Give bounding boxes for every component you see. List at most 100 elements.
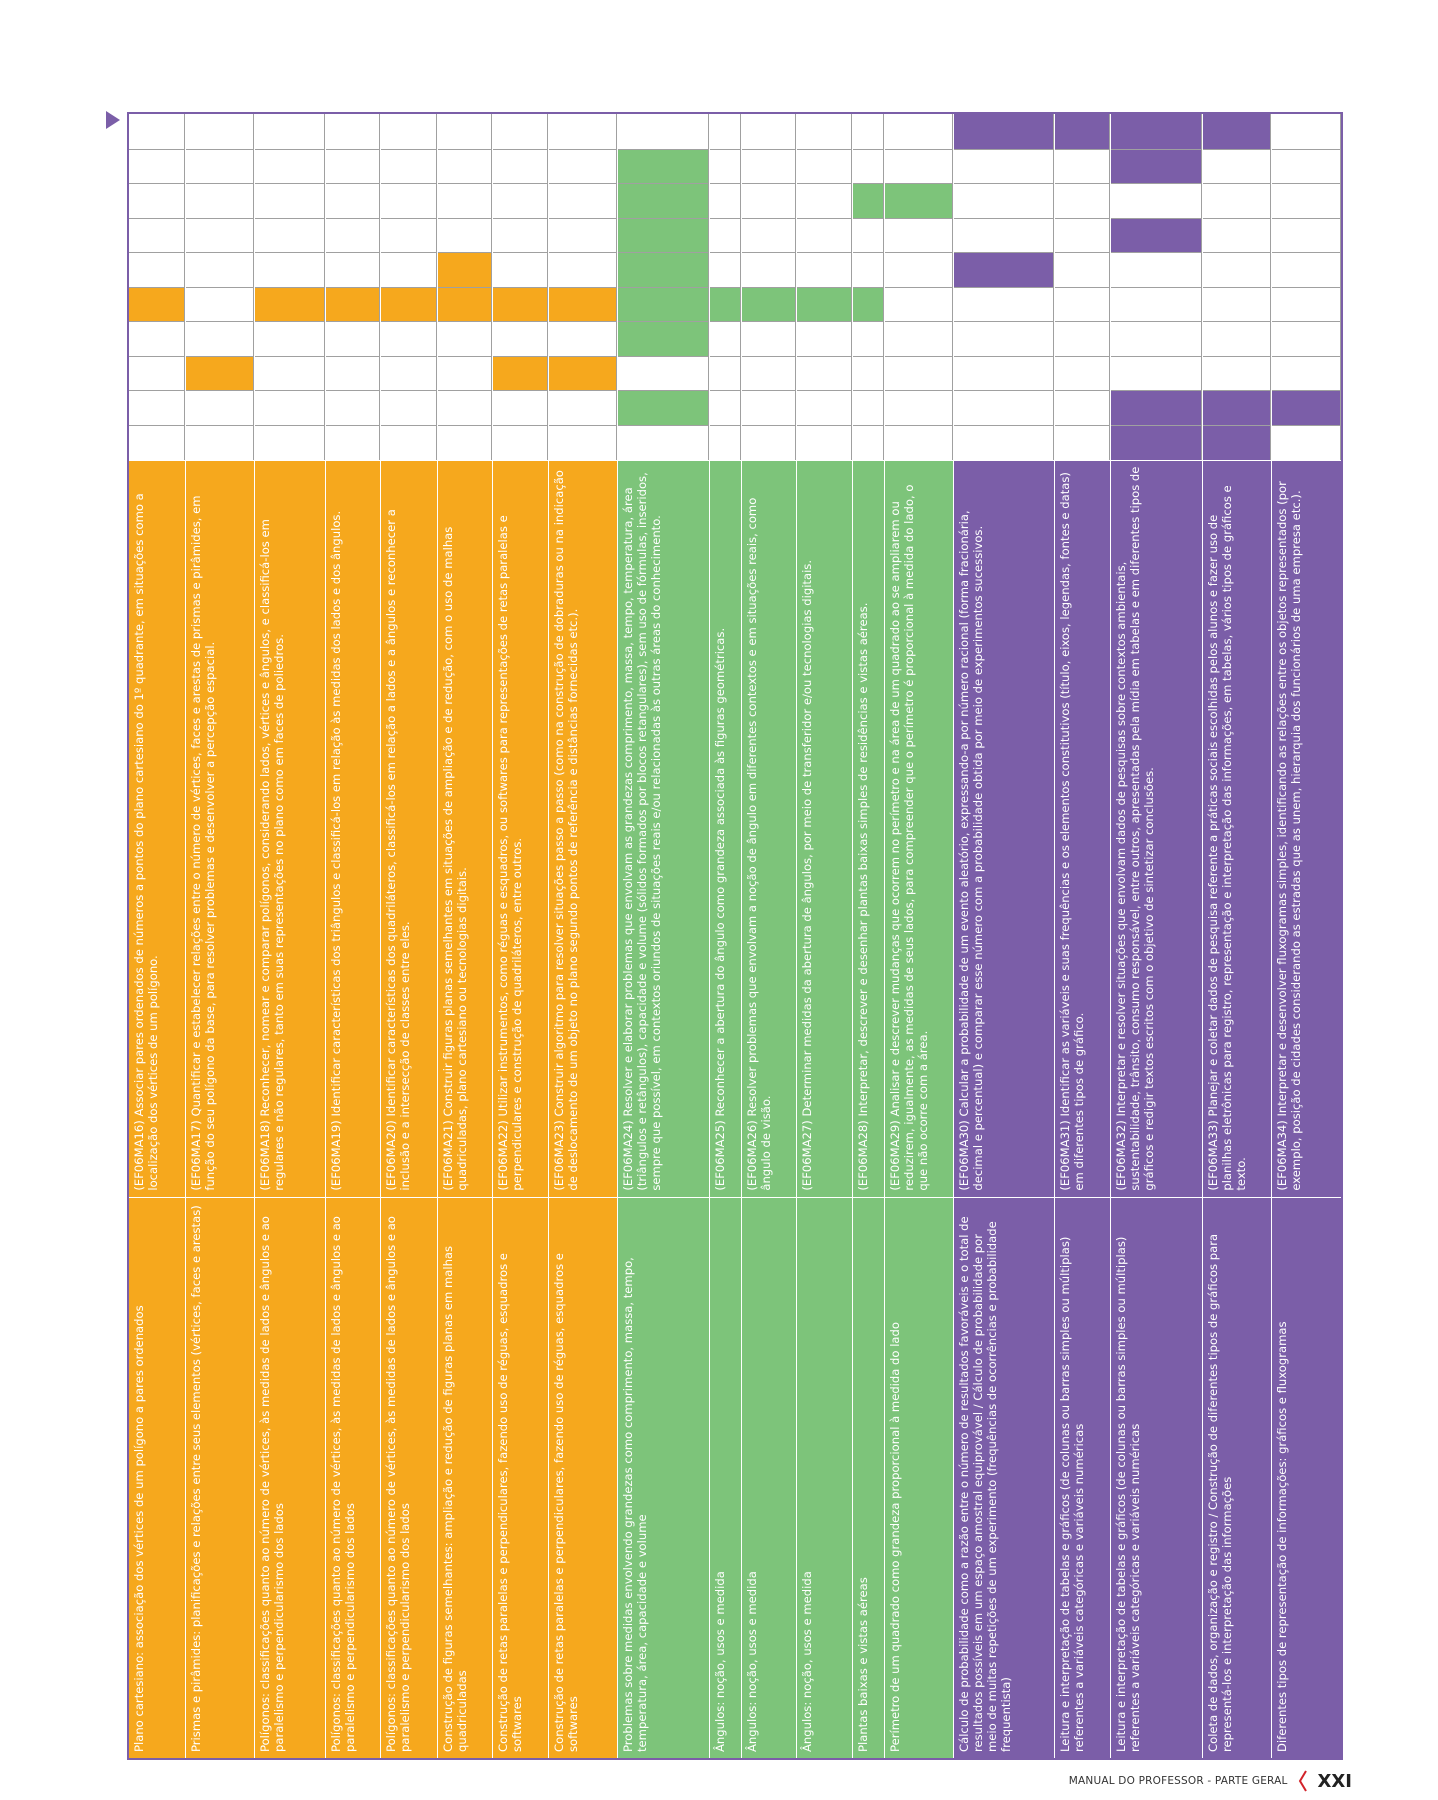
competency-cell: [326, 286, 380, 322]
competency-cell: [1203, 355, 1271, 391]
competency-cell: [954, 114, 1054, 149]
table-row: Ângulos: noção, usos e medida (EF06MA27) …: [797, 114, 853, 1758]
table-row: Plantas baixas e vistas aéreas (EF06MA28)…: [853, 114, 885, 1758]
competency-cell: [129, 114, 185, 149]
competency-cell: [1203, 183, 1271, 218]
competency-cell: [381, 183, 437, 218]
competency-cell: [326, 355, 380, 391]
competency-cell: [885, 252, 953, 287]
competency-cell: [853, 321, 884, 356]
competency-cell: [493, 286, 548, 322]
competency-cell: [1111, 390, 1202, 425]
competency-cell: [186, 148, 254, 184]
competency-cell: [1203, 148, 1271, 184]
competency-cell: [618, 183, 709, 218]
competency-cell: [438, 424, 492, 460]
competency-cell: [493, 321, 548, 356]
competency-cell: [326, 217, 380, 253]
competency-cell: [255, 286, 325, 322]
competency-cell: [710, 114, 741, 149]
knowledge-object: Polígonos: classificações quanto ao núme…: [255, 1196, 325, 1758]
knowledge-object: Construção de retas paralelas e perpendi…: [549, 1196, 617, 1758]
competency-cell: [381, 114, 437, 149]
skill-text: (EF06MA27) Determinar medidas da abertur…: [797, 459, 852, 1197]
competency-cell: [954, 252, 1054, 287]
competency-cell: [885, 183, 953, 218]
competency-cell: [493, 114, 548, 149]
competency-cell: [438, 390, 492, 425]
competency-cell: [493, 355, 548, 391]
competency-cell: [853, 114, 884, 149]
competency-cell: [255, 217, 325, 253]
skill-text: (EF06MA34) Interpretar e desenvolver flu…: [1272, 459, 1341, 1197]
knowledge-object: Leitura e interpretação de tabelas e grá…: [1055, 1196, 1110, 1758]
competency-cell: [853, 286, 884, 322]
knowledge-object: Plantas baixas e vistas aéreas: [853, 1196, 884, 1758]
competency-cell: [1055, 321, 1110, 356]
skill-text: (EF06MA28) Interpretar, descrever e dese…: [853, 459, 884, 1197]
competency-cell: [710, 321, 741, 356]
competency-cell: [797, 390, 852, 425]
competency-cell: [954, 217, 1054, 253]
competency-cell: [1203, 424, 1271, 460]
competency-cell: [1272, 424, 1341, 460]
table-row: Cálculo de probabilidade como a razão en…: [954, 114, 1055, 1758]
competency-cell: [438, 252, 492, 287]
competency-cell: [742, 424, 796, 460]
competency-cell: [186, 286, 254, 322]
competency-cell: [493, 183, 548, 218]
competency-cell: [1111, 217, 1202, 253]
knowledge-object: Prismas e pirâmides: planificações e rel…: [186, 1196, 254, 1758]
competency-cell: [618, 217, 709, 253]
competency-cell: [742, 114, 796, 149]
competency-cell: [1272, 390, 1341, 425]
competency-cell: [797, 183, 852, 218]
competency-cell: [742, 355, 796, 391]
competency-cell: [255, 252, 325, 287]
competency-cell: [710, 390, 741, 425]
competency-cell: [742, 217, 796, 253]
skill-text: (EF06MA29) Analisar e descrever mudanças…: [885, 459, 953, 1197]
competency-cell: [129, 321, 185, 356]
competency-cell: [797, 355, 852, 391]
competency-cell: [381, 217, 437, 253]
competency-cell: [853, 252, 884, 287]
footer: MANUAL DO PROFESSOR - PARTE GERAL XXI: [1069, 1770, 1352, 1792]
competency-cell: [797, 424, 852, 460]
competency-cell: [438, 321, 492, 356]
competency-cell: [255, 114, 325, 149]
competency-cell: [186, 424, 254, 460]
knowledge-object: Diferentes tipos de representação de inf…: [1272, 1196, 1341, 1758]
competency-cell: [1272, 114, 1341, 149]
competency-cell: [885, 390, 953, 425]
table-row: Polígonos: classificações quanto ao núme…: [255, 114, 326, 1758]
competency-cell: [549, 286, 617, 322]
competency-cell: [549, 424, 617, 460]
competency-cell: [853, 148, 884, 184]
skill-text: (EF06MA21) Construir figuras planas seme…: [438, 459, 492, 1197]
competency-cell: [954, 183, 1054, 218]
table-row: Construção de figuras semelhantes: ampli…: [438, 114, 493, 1758]
competency-cell: [885, 148, 953, 184]
competency-cell: [853, 424, 884, 460]
skills-table: Plano cartesiano: associação dos vértice…: [127, 112, 1343, 1760]
skill-text: (EF06MA23) Construir algoritmo para reso…: [549, 459, 617, 1197]
competency-cell: [853, 355, 884, 391]
competency-cell: [549, 114, 617, 149]
competency-cell: [381, 252, 437, 287]
competency-cell: [1272, 183, 1341, 218]
competency-cell: [255, 148, 325, 184]
knowledge-object: Perímetro de um quadrado como grandeza p…: [885, 1196, 953, 1758]
competency-cell: [186, 390, 254, 425]
skill-text: (EF06MA25) Reconhecer a abertura do ângu…: [710, 459, 741, 1197]
competency-cell: [1055, 424, 1110, 460]
table-row: Construção de retas paralelas e perpendi…: [549, 114, 618, 1758]
table-row: Ângulos: noção, usos e medida (EF06MA26) …: [742, 114, 797, 1758]
competency-cell: [1111, 321, 1202, 356]
competency-cell: [326, 424, 380, 460]
competency-cell: [954, 390, 1054, 425]
skill-text: (EF06MA16) Associar pares ordenados de n…: [129, 459, 185, 1197]
table-row: Problemas sobre medidas envolvendo grand…: [618, 114, 710, 1758]
competency-cell: [853, 390, 884, 425]
competency-cell: [797, 286, 852, 322]
